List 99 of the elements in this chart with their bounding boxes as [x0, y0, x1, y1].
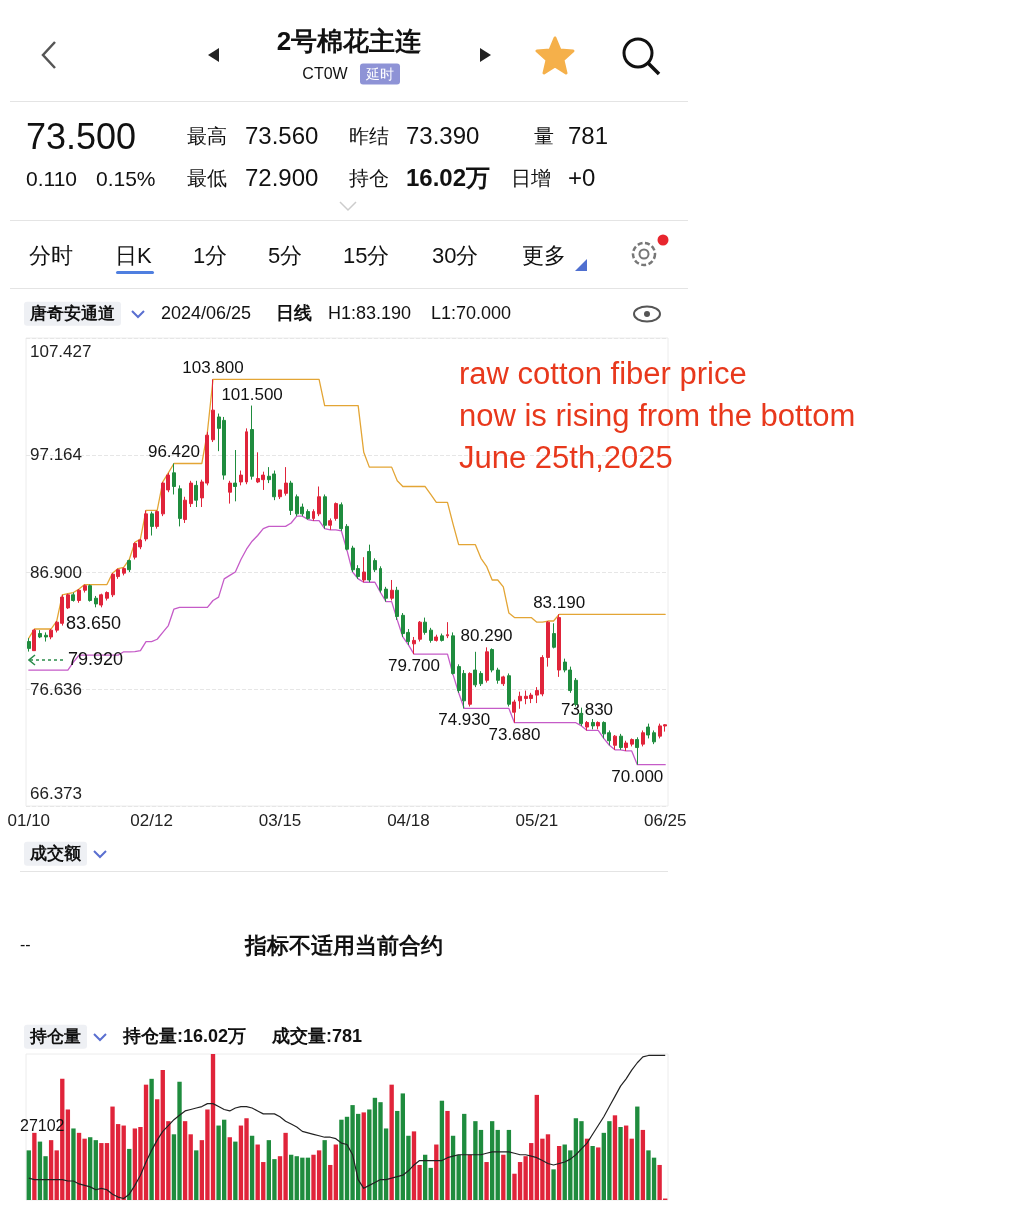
bar: [640, 1129, 646, 1200]
annotation: 80.290: [460, 626, 513, 646]
text: 延时: [360, 63, 400, 85]
y-tick-label: 66.373: [30, 783, 82, 803]
bar: [623, 1125, 629, 1200]
text: 30分: [432, 242, 479, 270]
text: +0: [568, 163, 596, 193]
text: --: [20, 935, 31, 955]
text: 成交额: [24, 841, 87, 867]
bar: [361, 1112, 366, 1200]
bar: [551, 1169, 556, 1200]
bar: [149, 1078, 154, 1200]
annotation: 103.800: [182, 358, 244, 378]
y-tick-label: 76.636: [30, 679, 82, 699]
bar: [495, 1129, 500, 1200]
bar: [506, 1129, 512, 1200]
text: 最低: [187, 166, 227, 190]
annotation: 73.680: [488, 724, 541, 744]
bar: [439, 1100, 445, 1200]
bar: [289, 1154, 294, 1200]
text: 16.02万: [406, 163, 491, 193]
text: 昨结: [349, 124, 389, 148]
annotation: 101.500: [221, 384, 283, 404]
text: L1:70.000: [431, 303, 512, 325]
bar: [328, 1164, 333, 1200]
bar: [65, 1109, 71, 1200]
bar: [428, 1167, 433, 1200]
annotation: 70.000: [611, 766, 664, 786]
y-tick-label: 86.900: [30, 562, 82, 582]
annotation: 96.420: [147, 442, 200, 462]
text: 更多: [522, 242, 566, 270]
bar: [489, 1121, 495, 1200]
bar: [590, 1145, 595, 1200]
bar: [32, 1132, 37, 1200]
x-tick-label: 06/25: [643, 811, 687, 830]
text: 唐奇安通道: [24, 301, 121, 327]
bar: [249, 1135, 255, 1200]
bar: [93, 1140, 98, 1200]
text: 15分: [343, 242, 390, 270]
bar: [88, 1137, 93, 1200]
text: 量: [534, 124, 554, 148]
x-tick-label: 03/15: [258, 811, 302, 830]
bar: [155, 1099, 160, 1200]
text: 0.15%: [96, 166, 156, 192]
bar: [629, 1138, 634, 1200]
bar: [395, 1110, 400, 1200]
bar: [182, 1121, 188, 1200]
bar: [635, 1106, 640, 1200]
bar: [501, 1154, 506, 1200]
annotation: 83.650: [66, 613, 122, 635]
bar: [596, 1147, 601, 1200]
bar: [26, 1150, 31, 1200]
bar: [612, 1115, 618, 1200]
x-tick-label: 02/12: [130, 811, 173, 830]
bar: [618, 1127, 623, 1200]
bar: [227, 1137, 232, 1200]
text: 2024/06/25: [161, 303, 252, 325]
text: 成交量:781: [272, 1026, 363, 1048]
text: 日K: [115, 242, 152, 270]
text: 2号棉花主连: [276, 26, 422, 58]
x-tick-label: 01/10: [7, 811, 51, 830]
bar: [322, 1140, 327, 1200]
text: 持仓量: [24, 1024, 87, 1050]
text: 日增: [511, 166, 551, 190]
bar: [233, 1141, 238, 1200]
bar: [71, 1128, 76, 1200]
text: 0.110: [26, 166, 77, 192]
y-tick-label: 97.164: [30, 445, 82, 465]
text: 73.500: [26, 115, 137, 159]
annotation: 79.700: [387, 656, 440, 676]
text: 73.390: [406, 121, 480, 151]
text: H1:83.190: [328, 303, 412, 325]
bar: [121, 1125, 126, 1200]
x-tick-label: 05/21: [515, 811, 559, 830]
annotation: 73.830: [561, 699, 614, 719]
text: 73.560: [245, 121, 319, 151]
text: 5分: [268, 242, 303, 270]
bar: [467, 1154, 472, 1200]
text: 指标不适用当前合约: [245, 932, 443, 960]
bar: [194, 1150, 199, 1200]
text: 持仓: [349, 166, 389, 190]
bar: [484, 1162, 489, 1200]
text: CT0W: [302, 64, 348, 84]
text: 72.900: [245, 163, 319, 193]
bar: [389, 1084, 394, 1200]
text: 日线: [276, 303, 312, 325]
bar: [445, 1110, 450, 1200]
text: 781: [568, 121, 609, 151]
y-tick-label: 107.427: [30, 341, 92, 361]
annotation: raw cotton fiber price now is rising from the bottom June 25th,2025: [459, 355, 856, 477]
annotation: 83.190: [533, 593, 586, 613]
text: 最高: [187, 124, 227, 148]
bar: [48, 1140, 54, 1200]
x-tick-label: 04/18: [387, 811, 430, 830]
text: 分时: [29, 242, 73, 270]
text: 持仓量:16.02万: [123, 1026, 247, 1048]
text: 1分: [193, 242, 228, 270]
bar: [333, 1144, 339, 1200]
bar: [188, 1134, 193, 1200]
